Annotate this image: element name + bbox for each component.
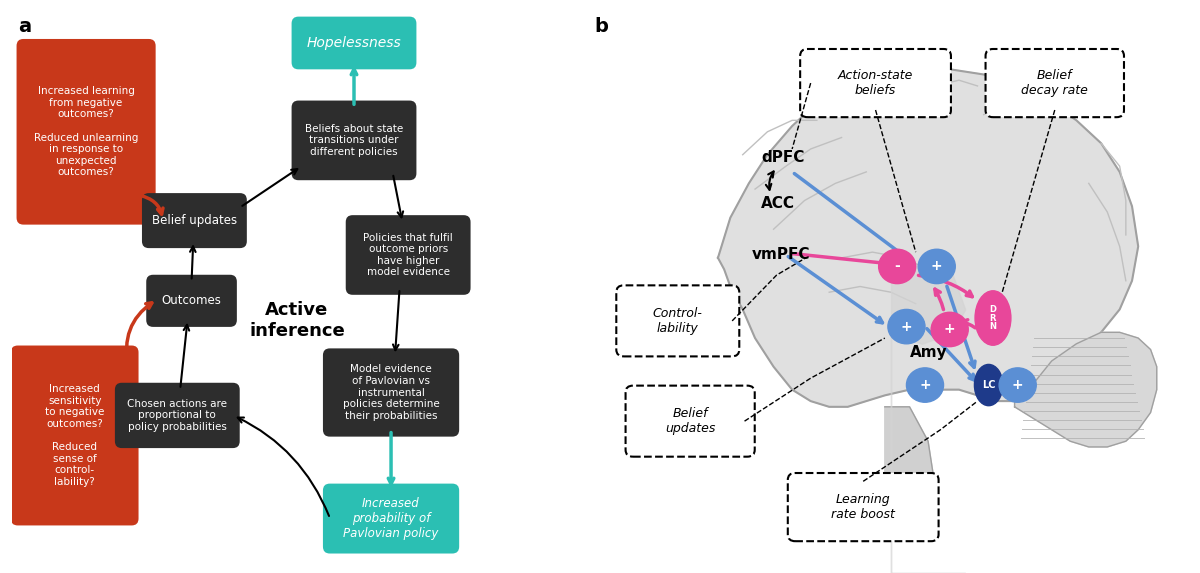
Text: Learning
rate boost: Learning rate boost [832,493,895,521]
Text: Model evidence
of Pavlovian vs
instrumental
policies determine
their probabiliti: Model evidence of Pavlovian vs instrumen… [343,364,439,421]
Text: D
R
N: D R N [990,305,996,331]
Text: Active
inference: Active inference [250,301,344,340]
FancyBboxPatch shape [617,285,739,356]
FancyBboxPatch shape [985,49,1124,117]
Text: -: - [894,260,900,273]
Text: LC: LC [982,380,995,390]
Text: Beliefs about state
transitions under
different policies: Beliefs about state transitions under di… [305,124,403,157]
Text: Belief
updates: Belief updates [665,407,715,435]
Text: ACC: ACC [761,196,796,211]
Text: +: + [1012,378,1024,392]
FancyBboxPatch shape [800,49,950,117]
FancyBboxPatch shape [292,17,416,69]
Ellipse shape [974,364,1003,406]
Text: Policies that fulfil
outcome priors
have higher
model evidence: Policies that fulfil outcome priors have… [364,233,454,277]
Circle shape [1000,368,1037,402]
Text: +: + [944,323,955,336]
Ellipse shape [976,291,1010,345]
Text: Increased
sensitivity
to negative
outcomes?

Reduced
sense of
control-
lability?: Increased sensitivity to negative outcom… [46,384,104,487]
Text: Action-state
beliefs: Action-state beliefs [838,69,913,97]
Text: Amy: Amy [910,345,947,360]
Text: Chosen actions are
proportional to
policy probabilities: Chosen actions are proportional to polic… [127,399,227,432]
Text: b: b [594,17,608,36]
Polygon shape [884,407,935,504]
Text: dPFC: dPFC [761,150,804,165]
FancyBboxPatch shape [787,473,938,541]
FancyBboxPatch shape [11,346,138,525]
FancyBboxPatch shape [625,386,755,457]
FancyBboxPatch shape [346,215,470,295]
Circle shape [888,309,925,344]
Text: +: + [931,260,942,273]
FancyBboxPatch shape [146,275,236,327]
FancyBboxPatch shape [292,100,416,180]
FancyBboxPatch shape [142,193,247,248]
Text: vmPFC: vmPFC [752,248,810,262]
Text: +: + [901,320,912,333]
Text: Hopelessness: Hopelessness [307,36,401,50]
Circle shape [878,249,916,284]
Text: Increased
probability of
Pavlovian policy: Increased probability of Pavlovian polic… [343,497,439,540]
FancyBboxPatch shape [115,383,240,448]
Text: Control-
lability: Control- lability [653,307,703,335]
Circle shape [918,249,955,284]
Polygon shape [718,69,1139,407]
Polygon shape [1015,332,1157,447]
Text: Increased learning
from negative
outcomes?

Reduced unlearning
in response to
un: Increased learning from negative outcome… [34,86,138,178]
FancyBboxPatch shape [323,484,460,554]
Text: a: a [18,17,31,36]
FancyBboxPatch shape [17,39,156,225]
Text: Belief updates: Belief updates [152,214,236,227]
Text: Outcomes: Outcomes [162,295,222,307]
Text: Belief
decay rate: Belief decay rate [1021,69,1088,97]
Circle shape [906,368,943,402]
Text: +: + [919,378,931,392]
Circle shape [931,312,968,347]
FancyBboxPatch shape [323,348,460,437]
